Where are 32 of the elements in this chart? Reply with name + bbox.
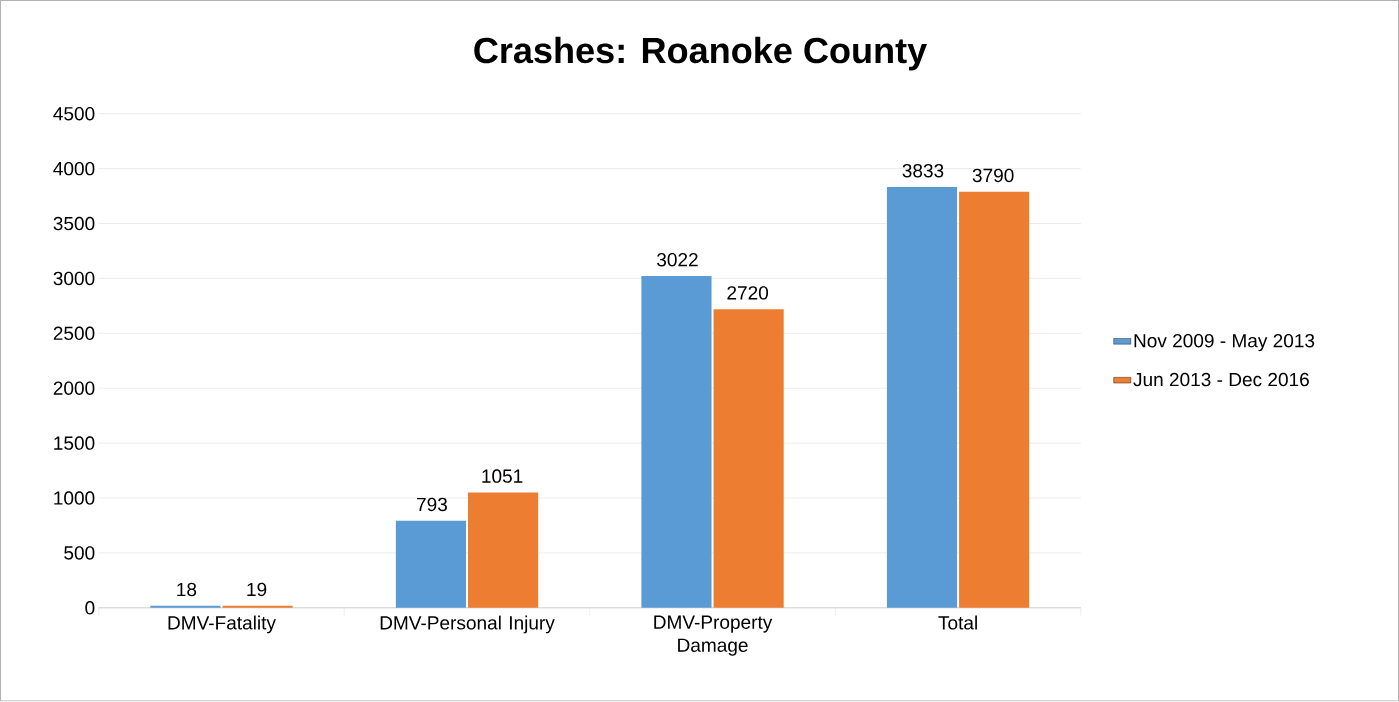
data-label: 3790 xyxy=(972,168,1014,183)
bar xyxy=(468,492,539,609)
bar xyxy=(395,520,466,609)
data-label: 2720 xyxy=(727,286,769,300)
y-tick-label: 4000 xyxy=(53,162,95,176)
bar xyxy=(641,276,712,609)
bar xyxy=(959,191,1030,609)
x-tick-label: Total xyxy=(938,615,977,630)
data-label: 793 xyxy=(417,497,447,512)
chart-title: Crashes: Roanoke County xyxy=(474,37,927,71)
x-tick-label: DMV-Personal Injury xyxy=(380,615,555,634)
y-tick-label: 3000 xyxy=(53,271,95,286)
y-tick-label: 3500 xyxy=(53,217,95,231)
data-label: 3833 xyxy=(902,164,944,178)
x-tick-label: DMV-Property Damage xyxy=(654,615,773,656)
x-tick-label: DMV-Fatality xyxy=(168,615,276,634)
bar xyxy=(222,605,293,609)
y-tick-label: 4500 xyxy=(53,107,95,121)
y-tick-label: 1500 xyxy=(54,436,95,451)
data-label: 19 xyxy=(247,582,267,597)
legend-label: Jun 2013 - Dec 2016 xyxy=(1133,373,1309,387)
y-tick-label: 2000 xyxy=(53,381,95,396)
y-tick-label: 2500 xyxy=(53,326,95,341)
data-label: 1051 xyxy=(482,469,523,484)
y-tick-label: 0 xyxy=(85,601,95,615)
bar xyxy=(886,187,958,609)
y-tick-label: 500 xyxy=(64,546,95,560)
data-label: 3022 xyxy=(657,253,698,267)
y-tick-label: 1000 xyxy=(54,491,95,505)
legend-label: Nov 2009 - May 2013 xyxy=(1134,334,1315,352)
data-label: 18 xyxy=(177,583,197,597)
bar xyxy=(713,309,784,609)
